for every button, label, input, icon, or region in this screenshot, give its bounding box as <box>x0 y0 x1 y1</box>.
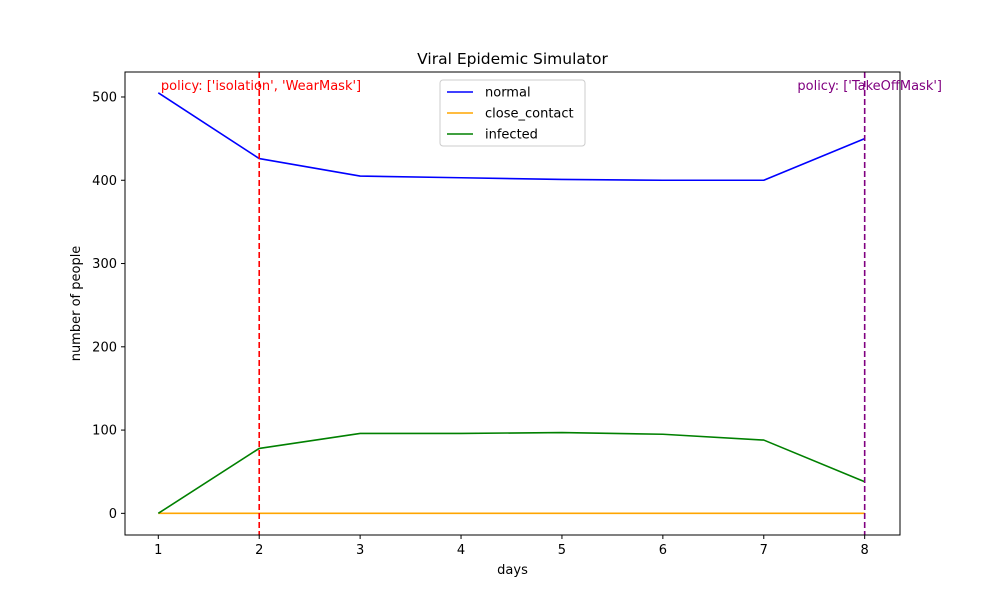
plot-area <box>157 72 866 535</box>
y-tick-label: 500 <box>92 90 117 105</box>
policy-annotation: policy: ['TakeOffMask'] <box>797 79 942 94</box>
x-tick-label: 4 <box>457 543 465 558</box>
series-line-normal <box>157 92 865 182</box>
y-tick-label: 400 <box>92 174 117 189</box>
legend-entry-label: close_contact <box>485 107 574 122</box>
x-tick-label: 3 <box>356 543 364 558</box>
legend-entry-label: infected <box>485 128 538 143</box>
x-tick-label: 6 <box>659 543 667 558</box>
y-axis-label: number of people <box>69 246 84 362</box>
x-tick-label: 8 <box>861 543 869 558</box>
y-tick-label: 300 <box>92 257 117 272</box>
chart-title: Viral Epidemic Simulator <box>417 50 608 68</box>
series-line-infected <box>157 431 865 515</box>
y-tick-label: 100 <box>92 424 117 439</box>
legend-entry-label: normal <box>485 86 531 101</box>
x-tick-label: 2 <box>255 543 263 558</box>
x-axis-label: days <box>497 563 528 578</box>
policy-annotation: policy: ['isolation', 'WearMask'] <box>161 79 361 94</box>
y-tick-label: 0 <box>109 507 117 522</box>
x-tick-label: 1 <box>154 543 162 558</box>
legend: normal close_contact infected <box>439 79 586 147</box>
y-tick-label: 200 <box>92 340 117 355</box>
legend-box <box>439 79 586 147</box>
plot-frame <box>124 71 901 536</box>
x-tick-label: 7 <box>760 543 768 558</box>
x-tick-label: 5 <box>558 543 566 558</box>
